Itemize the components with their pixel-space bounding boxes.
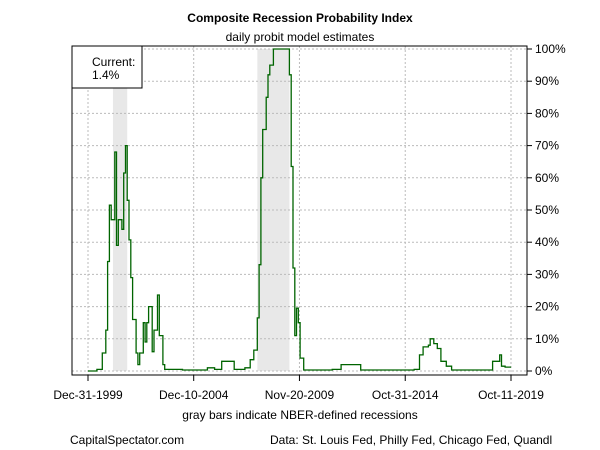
- annotation-label: Current:: [92, 55, 135, 69]
- x-tick-label: Oct-11-2019: [478, 388, 544, 402]
- y-tick-label: 90%: [535, 74, 559, 88]
- x-tick-label: Nov-20-2009: [265, 388, 335, 402]
- footer-data-sources: Data: St. Louis Fed, Philly Fed, Chicago…: [270, 433, 552, 447]
- y-tick-label: 0%: [535, 364, 553, 378]
- chart-title: Composite Recession Probability Index: [187, 11, 413, 25]
- y-tick-label: 20%: [535, 300, 559, 314]
- y-tick-label: 10%: [535, 332, 559, 346]
- series-line: [88, 48, 512, 372]
- x-tick-label: Dec-10-2004: [159, 388, 229, 402]
- x-tick-label: Oct-31-2014: [372, 388, 439, 402]
- footer-source-site: CapitalSpectator.com: [70, 433, 184, 447]
- annotation-value: 1.4%: [92, 68, 120, 82]
- current-annotation: Current: 1.4%: [71, 45, 143, 89]
- chart-subtitle: daily probit model estimates: [226, 30, 375, 44]
- annotation-box: [71, 45, 143, 89]
- y-tick-label: 60%: [535, 171, 559, 185]
- y-tick-label: 50%: [535, 203, 559, 217]
- y-tick-label: 80%: [535, 106, 559, 120]
- x-axis-label: gray bars indicate NBER-defined recessio…: [182, 408, 417, 422]
- y-tick-label: 100%: [535, 42, 566, 56]
- y-tick-label: 40%: [535, 235, 559, 249]
- y-tick-label: 30%: [535, 267, 559, 281]
- y-tick-label: 70%: [535, 139, 559, 153]
- x-tick-label: Dec-31-1999: [53, 388, 123, 402]
